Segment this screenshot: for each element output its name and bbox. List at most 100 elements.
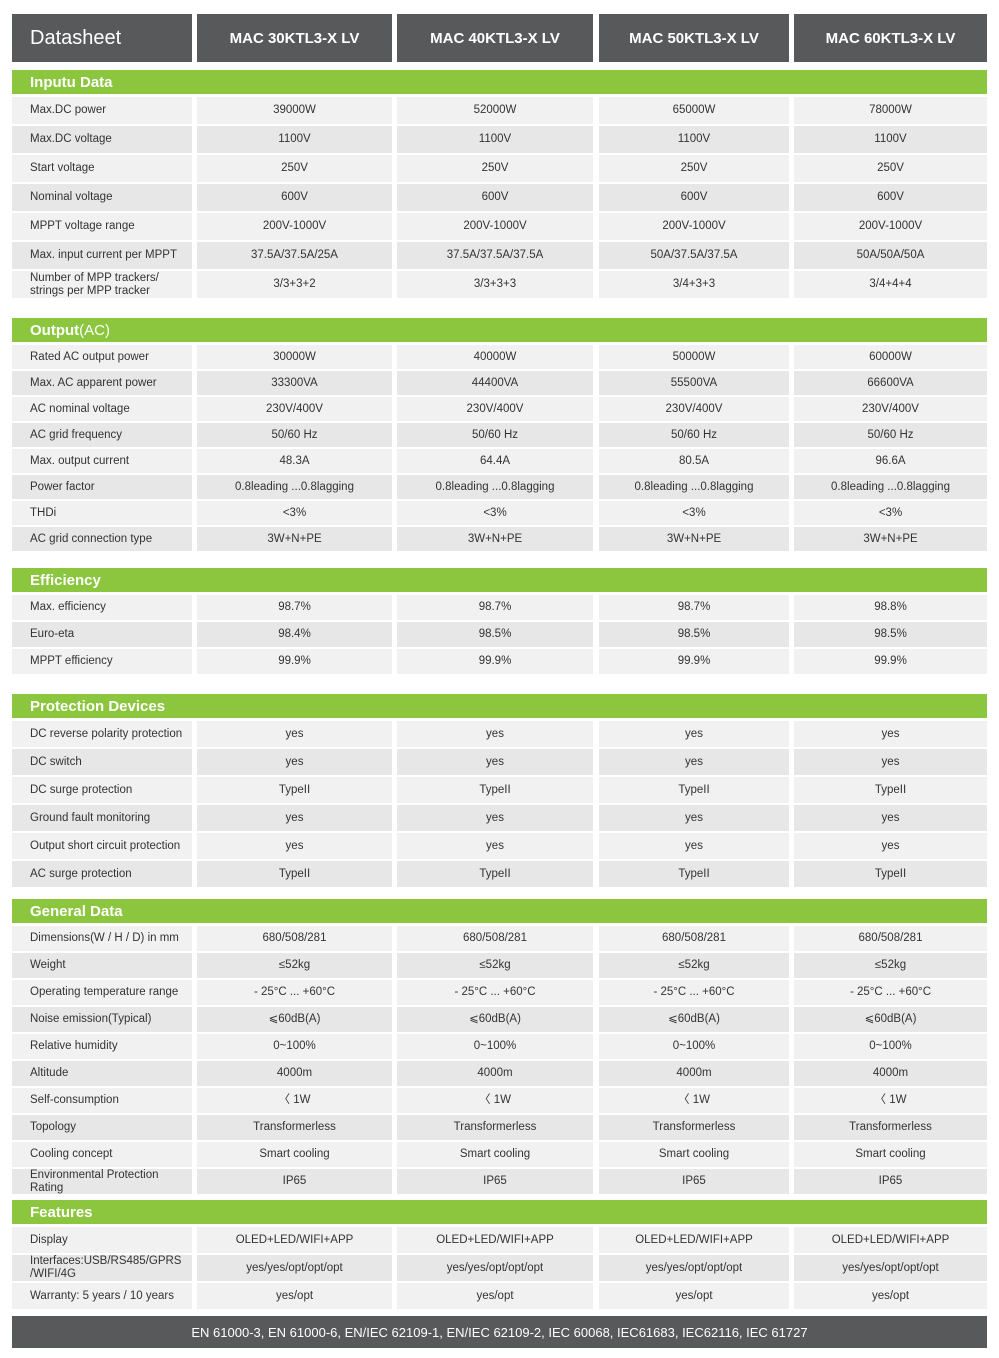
row-value: 65000W [599,97,789,124]
row-value: 0.8leading ...0.8lagging [197,475,392,499]
row-label: Power factor [12,475,192,499]
row-value: yes/yes/opt/opt/opt [599,1255,789,1281]
row-value: ⩽60dB(A) [599,1007,789,1032]
row-value: 4000m [397,1061,593,1086]
row-value: yes/yes/opt/opt/opt [397,1255,593,1281]
row-label: AC surge protection [12,861,192,887]
row-value: 200V-1000V [397,213,593,240]
row-value: 80.5A [599,449,789,473]
row-value: 200V-1000V [599,213,789,240]
row-value: 3W+N+PE [397,527,593,551]
row-value: 0~100% [599,1034,789,1059]
row-value: 39000W [197,97,392,124]
row-value: yes [794,721,987,747]
row-value: 99.9% [397,649,593,674]
section-title-bar: Protection Devices [12,694,987,718]
row-value: 230V/400V [397,397,593,421]
row-value: yes/opt [794,1283,987,1309]
row-value: Transformerless [794,1115,987,1140]
row-label: Max. input current per MPPT [12,242,192,269]
row-label: AC nominal voltage [12,397,192,421]
row-value: 〈 1W [794,1088,987,1113]
row-label: Max.DC power [12,97,192,124]
row-value: TypeII [794,777,987,803]
row-value: 98.7% [397,595,593,620]
row-value: Smart cooling [197,1142,392,1167]
row-label: DC switch [12,749,192,775]
row-label: Altitude [12,1061,192,1086]
row-value: yes/opt [599,1283,789,1309]
row-label: Topology [12,1115,192,1140]
row-value: 50/60 Hz [197,423,392,447]
row-value: 99.9% [197,649,392,674]
section-title: Protection Devices [30,697,166,715]
row-value: 3/3+3+2 [197,271,392,298]
row-label: Max. AC apparent power [12,371,192,395]
row-value: yes/opt [397,1283,593,1309]
row-label: Interfaces:USB/RS485/GPRS /WIFI/4G [12,1255,192,1281]
row-value: 3/4+3+3 [599,271,789,298]
row-value: IP65 [794,1169,987,1194]
model-header: MAC 30KTL3-X LV [197,14,392,62]
row-label: Cooling concept [12,1142,192,1167]
row-label: AC grid frequency [12,423,192,447]
row-value: IP65 [397,1169,593,1194]
row-value: IP65 [197,1169,392,1194]
row-value: <3% [794,501,987,525]
row-value: 200V-1000V [794,213,987,240]
row-value: yes/yes/opt/opt/opt [197,1255,392,1281]
section-title-bar: General Data [12,899,987,923]
model-header: MAC 60KTL3-X LV [794,14,987,62]
row-value: 96.6A [794,449,987,473]
row-label: THDi [12,501,192,525]
row-label: MPPT efficiency [12,649,192,674]
row-value: 680/508/281 [197,926,392,951]
row-value: 50A/50A/50A [794,242,987,269]
section-title-bar: Inputu Data [12,70,987,94]
model-header: MAC 40KTL3-X LV [397,14,593,62]
row-label: Euro-eta [12,622,192,647]
row-value: TypeII [794,861,987,887]
header-title: Datasheet [12,14,192,62]
row-value: ≤52kg [599,953,789,978]
row-value: 0~100% [794,1034,987,1059]
row-label: Environmental Protection Rating [12,1169,192,1194]
row-value: yes/opt [197,1283,392,1309]
section-title: Output [30,321,80,339]
row-value: yes [197,721,392,747]
row-value: Transformerless [599,1115,789,1140]
row-value: 98.7% [599,595,789,620]
row-value: 0~100% [197,1034,392,1059]
row-value: 〈 1W [599,1088,789,1113]
row-value: 200V-1000V [197,213,392,240]
row-value: yes [397,805,593,831]
row-value: 600V [599,184,789,211]
row-label: Max. output current [12,449,192,473]
row-value: TypeII [599,861,789,887]
row-value: 55500VA [599,371,789,395]
row-value: 66600VA [794,371,987,395]
row-value: 230V/400V [197,397,392,421]
row-value: 1100V [794,126,987,153]
row-label: Start voltage [12,155,192,182]
row-value: 230V/400V [599,397,789,421]
row-value: yes/yes/opt/opt/opt [794,1255,987,1281]
row-value: IP65 [599,1169,789,1194]
row-value: Smart cooling [397,1142,593,1167]
row-label: Nominal voltage [12,184,192,211]
row-value: - 25°C ... +60°C [197,980,392,1005]
row-value: 50/60 Hz [794,423,987,447]
row-value: yes [794,805,987,831]
row-value: yes [794,833,987,859]
row-value: ≤52kg [794,953,987,978]
footer-standards: EN 61000-3, EN 61000-6, EN/IEC 62109-1, … [12,1316,987,1348]
row-value: - 25°C ... +60°C [599,980,789,1005]
row-value: yes [397,749,593,775]
row-value: 600V [397,184,593,211]
row-value: 〈 1W [397,1088,593,1113]
row-value: OLED+LED/WIFI+APP [599,1227,789,1253]
row-label: DC reverse polarity protection [12,721,192,747]
row-value: Transformerless [397,1115,593,1140]
row-value: OLED+LED/WIFI+APP [397,1227,593,1253]
section-title-bar: Features [12,1200,987,1224]
